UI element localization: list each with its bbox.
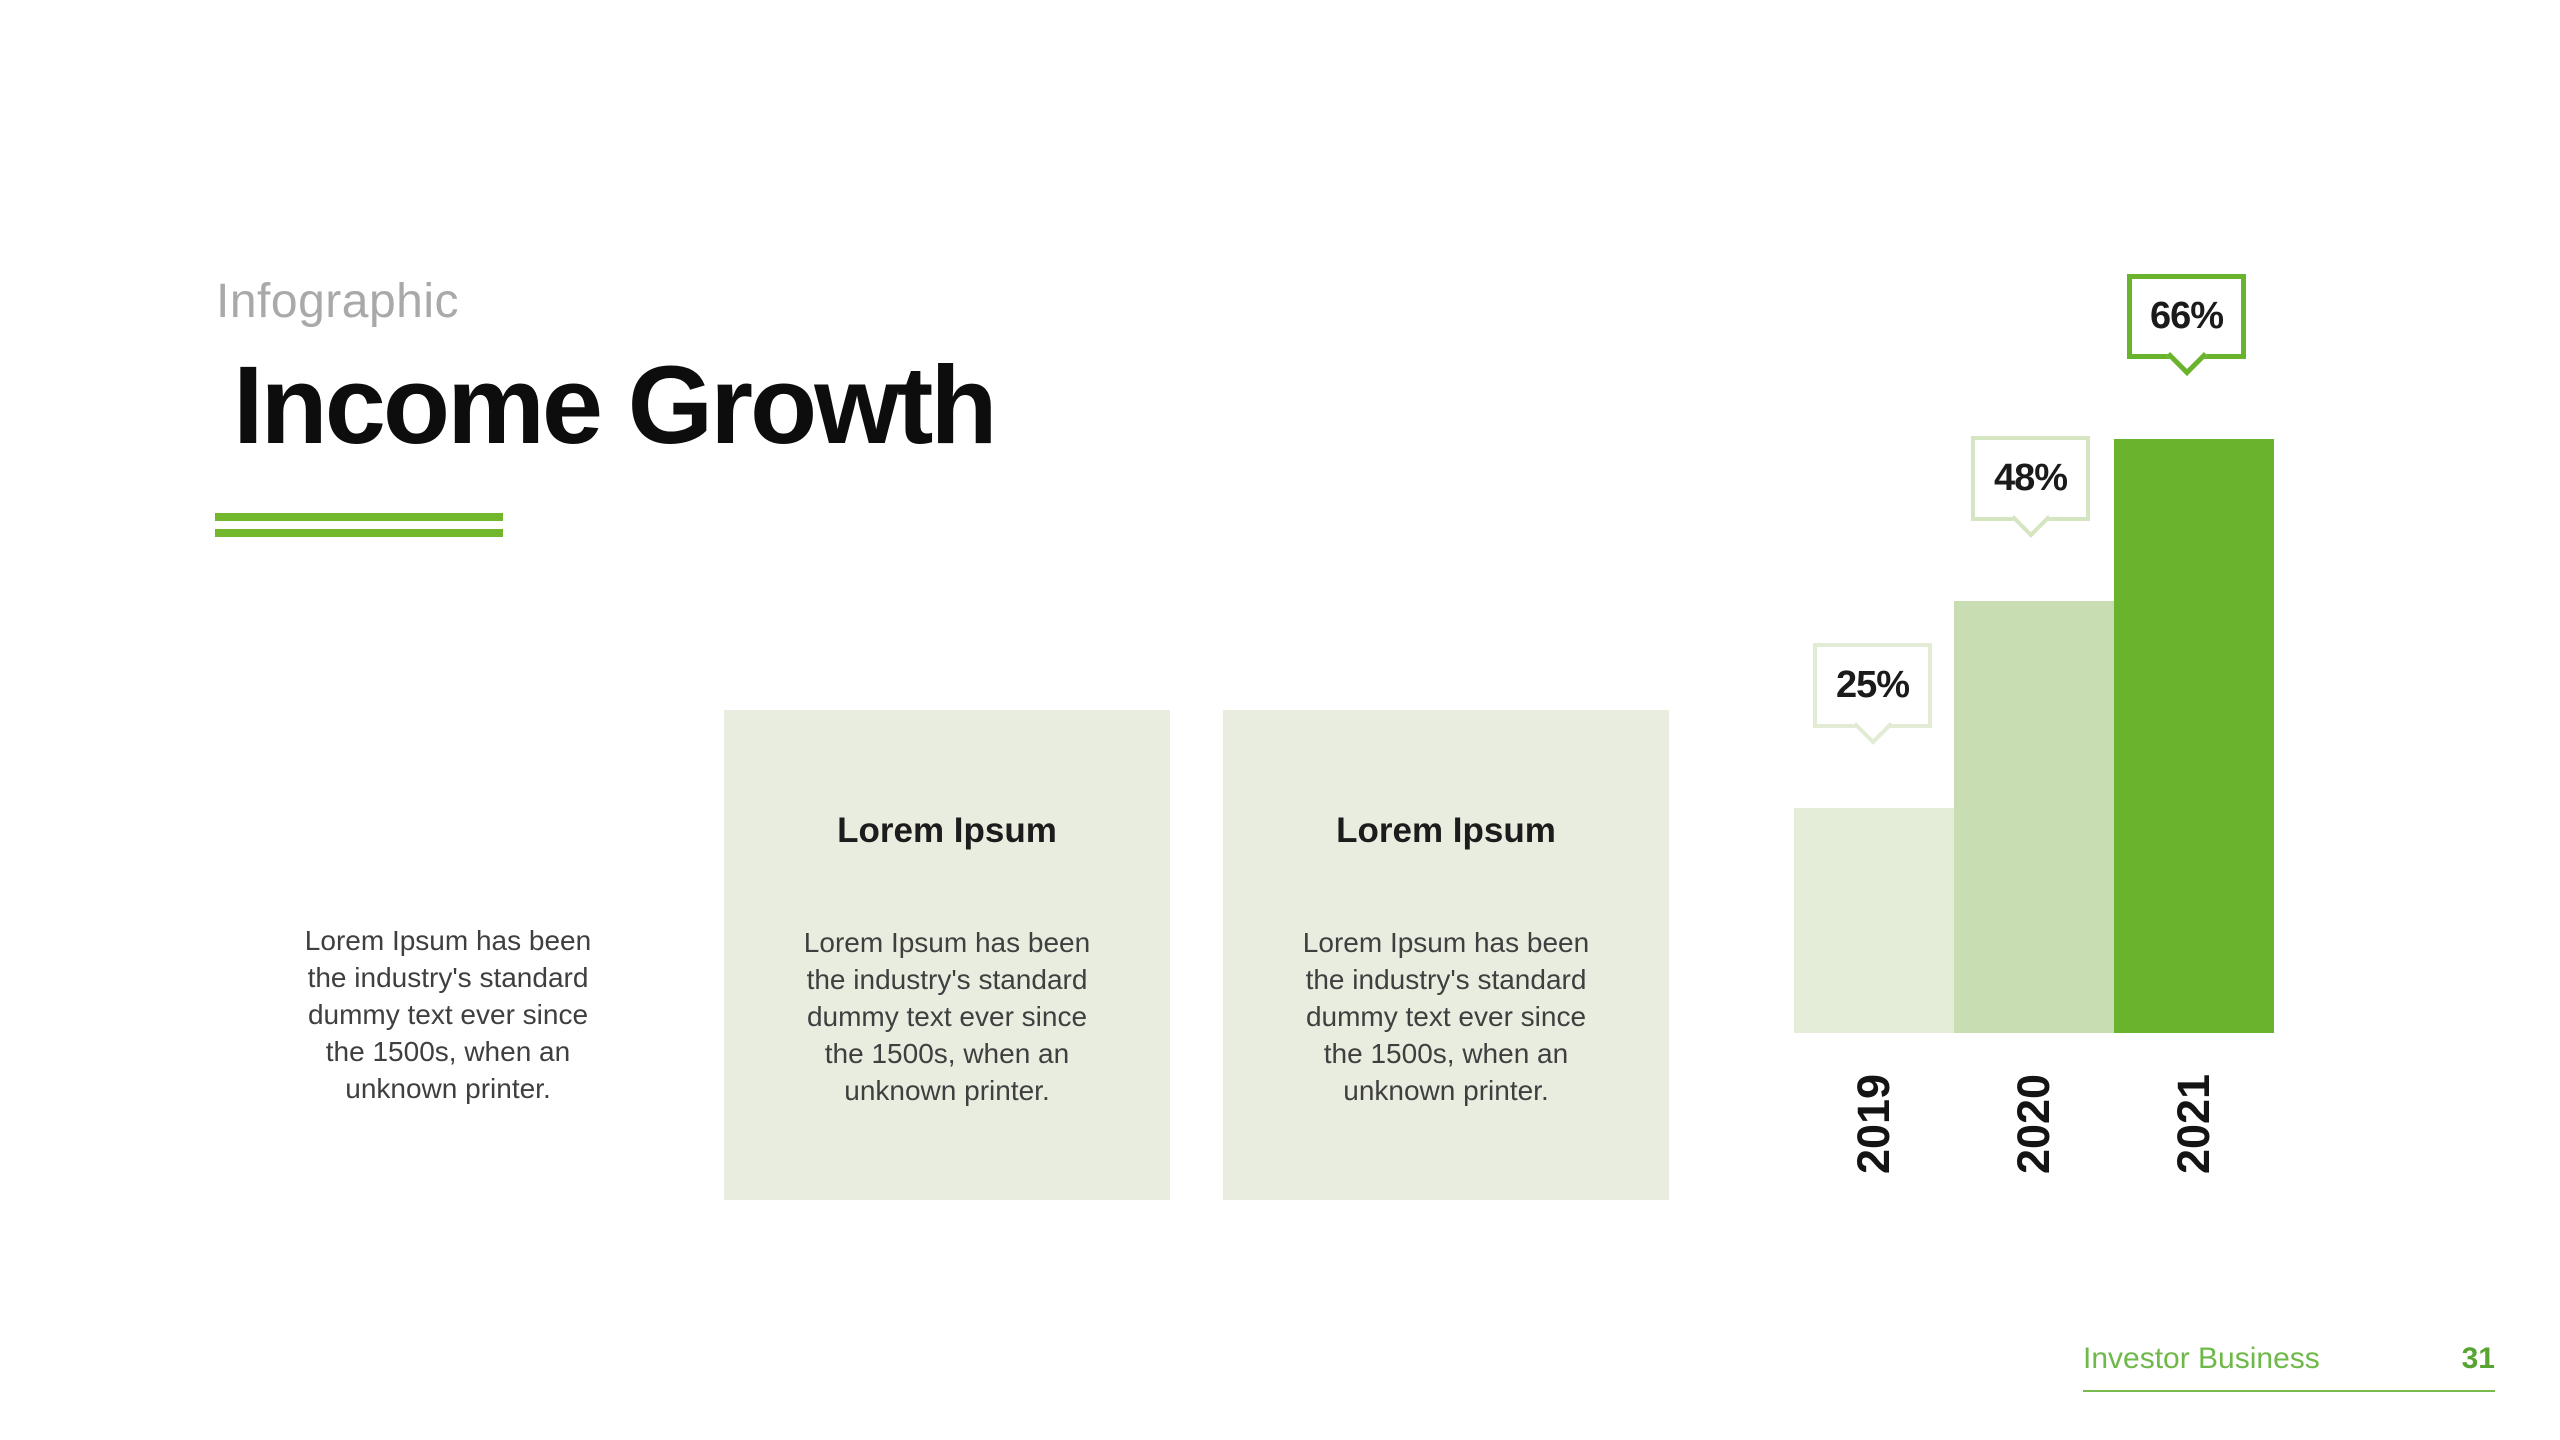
callout-value-2020: 48% [1993, 457, 2068, 499]
title-underline-top [215, 513, 503, 521]
text-card-2-heading: Lorem Ipsum [837, 811, 1057, 850]
text-card-1: Lorem Ipsum has been the industry's stan… [280, 922, 616, 1107]
callout-bubble-2020: 48% [1971, 436, 2090, 521]
income-growth-bar-chart: 25% 48% 66% [1794, 0, 2274, 1033]
text-card-1-body: Lorem Ipsum has been the industry's stan… [304, 925, 592, 1104]
bar-2020 [1954, 601, 2114, 1033]
text-card-3-heading: Lorem Ipsum [1336, 811, 1556, 850]
category-label-2020: 2020 [2007, 1073, 2059, 1175]
category-label-cell: 2021 [2114, 1044, 2274, 1204]
category-label-cell: 2019 [1794, 1044, 1954, 1204]
text-card-3-body: Lorem Ipsum has been the industry's stan… [1302, 927, 1590, 1106]
page-number: 31 [2461, 1342, 2495, 1375]
chart-category-axis: 2019 2020 2021 [1794, 1044, 2274, 1204]
bar-2021 [2114, 439, 2274, 1033]
category-label-2021: 2021 [2167, 1073, 2219, 1175]
page-title: Income Growth [233, 344, 998, 467]
callout-value-2021: 66% [2149, 295, 2224, 337]
slide-kicker: Infographic [216, 275, 459, 328]
bar-2019 [1794, 808, 1954, 1033]
slide-footer: Investor Business 31 [2083, 1342, 2495, 1392]
footer-brand-label: Investor Business [2083, 1342, 2320, 1375]
category-label-2019: 2019 [1847, 1073, 1899, 1175]
text-card-2: Lorem Ipsum Lorem Ipsum has been the ind… [724, 710, 1170, 1200]
callout-bubble-2021: 66% [2127, 274, 2246, 359]
callout-bubble-2019: 25% [1813, 643, 1932, 728]
title-underline-bottom [215, 529, 503, 537]
callout-value-2019: 25% [1835, 664, 1910, 706]
text-card-3: Lorem Ipsum Lorem Ipsum has been the ind… [1223, 710, 1669, 1200]
text-card-2-body: Lorem Ipsum has been the industry's stan… [803, 927, 1091, 1106]
category-label-cell: 2020 [1954, 1044, 2114, 1204]
